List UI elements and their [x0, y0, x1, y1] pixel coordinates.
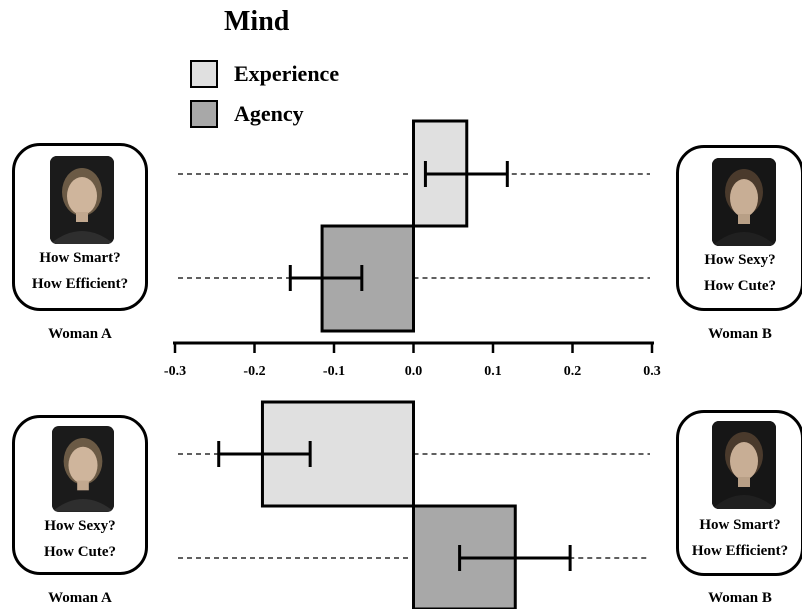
x-tick-label: 0.3 — [643, 364, 661, 379]
legend-label-agency: Agency — [234, 101, 304, 126]
woman-a-card-bottom: How Sexy? How Cute? — [12, 415, 148, 575]
woman-b-portrait-icon — [712, 421, 776, 509]
woman-a-label-top: Woman A — [48, 326, 112, 342]
card-question-1: How Sexy? — [44, 518, 116, 534]
legend-item-agency: Agency — [190, 100, 304, 128]
card-question-1: How Smart? — [699, 517, 781, 533]
card-question-2: How Cute? — [703, 278, 777, 294]
x-tick-label: -0.1 — [323, 364, 345, 379]
card-question-2: How Cute? — [43, 544, 117, 560]
woman-b-photo — [712, 421, 776, 509]
woman-b-portrait-icon — [712, 158, 776, 246]
woman-a-portrait-icon — [52, 426, 114, 512]
x-tick-label: -0.3 — [164, 364, 186, 379]
woman-b-card-bottom: How Smart? How Efficient? — [676, 410, 802, 576]
x-tick-label: 0.2 — [564, 364, 582, 379]
woman-a-photo — [50, 156, 114, 244]
card-question-1: How Sexy? — [704, 252, 776, 268]
woman-a-photo — [52, 426, 114, 512]
x-tick-label: -0.2 — [243, 364, 265, 379]
woman-a-label-bottom: Woman A — [48, 590, 112, 606]
card-question-1: How Smart? — [39, 250, 121, 266]
card-question-2: How Efficient? — [31, 276, 129, 292]
woman-a-portrait-icon — [50, 156, 114, 244]
woman-a-card-top: How Smart? How Efficient? — [12, 143, 148, 311]
x-tick-label: 0.0 — [405, 364, 423, 379]
woman-b-label-top: Woman B — [708, 326, 772, 342]
card-question-2: How Efficient? — [691, 543, 789, 559]
x-tick-label: 0.1 — [484, 364, 502, 379]
legend-label-experience: Experience — [234, 61, 340, 86]
legend-swatch-agency — [190, 100, 218, 128]
legend-item-experience: Experience — [190, 60, 339, 88]
legend-swatch-experience — [190, 60, 218, 88]
woman-b-card-top: How Sexy? How Cute? — [676, 145, 802, 311]
woman-b-label-bottom: Woman B — [708, 590, 772, 606]
woman-b-photo — [712, 158, 776, 246]
chart-title: Mind — [224, 6, 290, 37]
